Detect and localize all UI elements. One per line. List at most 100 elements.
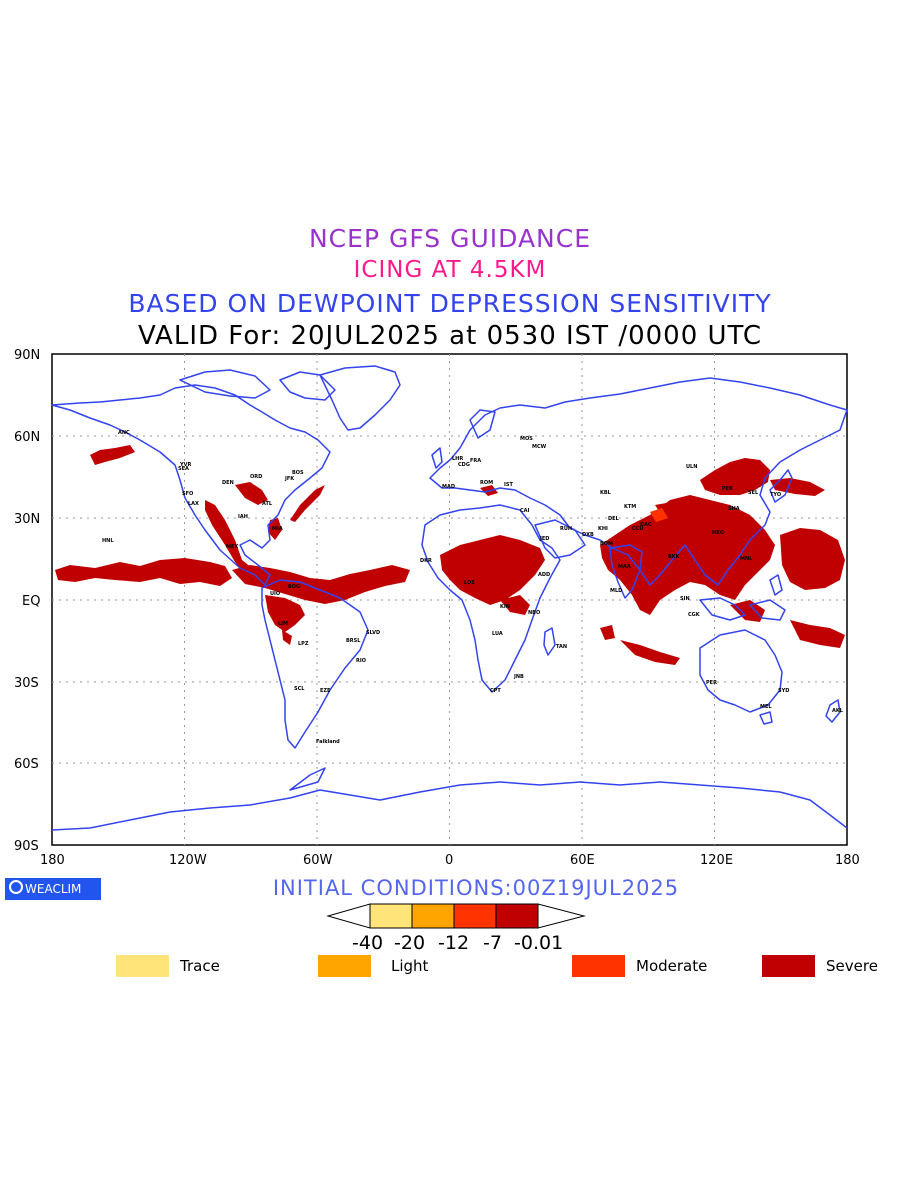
station-label: NBO: [528, 610, 540, 616]
icing-moderate-regions: [650, 508, 668, 522]
icing-map: 90N 60N 30N EQ 30S 60S 90S 180 120W 60W …: [14, 348, 860, 954]
title-line-1: NCEP GFS GUIDANCE: [308, 224, 591, 253]
colorbar-right-arrow: [537, 903, 586, 929]
lon-label-60w: 60W: [303, 853, 333, 868]
legend-label-severe: Severe: [826, 957, 878, 975]
colorbar-label-3: -12: [438, 932, 469, 954]
station-label: LHR: [452, 456, 463, 462]
station-label: CCU: [632, 526, 643, 532]
legend-label-light: Light: [391, 957, 429, 975]
title-line-3: BASED ON DEWPOINT DEPRESSION SENSITIVITY: [128, 289, 772, 318]
station-label: JFK: [284, 476, 295, 482]
lon-label-120e: 120E: [700, 853, 733, 868]
station-label: LOS: [464, 580, 475, 586]
legend-label-trace: Trace: [180, 957, 220, 975]
station-label: BOS: [292, 470, 304, 476]
station-label: MEL: [760, 704, 772, 710]
station-label: SFO: [182, 491, 193, 497]
weaclim-logo: WEACLIM: [5, 878, 101, 900]
station-label: LUA: [492, 631, 503, 637]
lon-label-180e: 180: [835, 853, 860, 868]
station-label: CGK: [688, 612, 701, 618]
station-label: DEL: [608, 516, 620, 522]
station-label: KIN: [500, 604, 510, 610]
station-label: PER: [706, 680, 717, 686]
legend-swatch-moderate: [572, 955, 625, 977]
station-label: KHI: [598, 526, 608, 532]
station-label: LIM: [278, 621, 288, 627]
legend-swatch-severe: [762, 955, 815, 977]
station-label: EZE: [320, 688, 331, 694]
lon-label-180w: 180: [40, 853, 65, 868]
colorbar-label-2: -20: [394, 932, 425, 954]
station-label: Falkland: [316, 739, 340, 745]
colorbar-label-4: -7: [483, 932, 502, 954]
station-label: TAN: [556, 644, 567, 650]
station-label: KBL: [600, 490, 612, 496]
station-label: ROM: [480, 480, 493, 486]
station-label: MLD: [610, 588, 622, 594]
station-label: ADD: [538, 572, 550, 578]
colorbar-box-light: [411, 903, 455, 929]
station-label: BOG: [288, 584, 300, 590]
station-label: SHA: [728, 506, 740, 512]
colorbar-box-severe: [495, 903, 539, 929]
legend-swatch-trace: [116, 955, 169, 977]
initial-conditions: INITIAL CONDITIONS:00Z19JUL2025: [272, 876, 680, 900]
station-label: UIO: [270, 591, 280, 597]
colorbar-left-arrow: [326, 903, 371, 929]
station-label: RIO: [356, 658, 366, 664]
station-label: ANC: [118, 430, 130, 436]
station-label: MEX: [226, 544, 238, 550]
station-label: SEL: [748, 490, 759, 496]
station-label: CDG: [458, 462, 470, 468]
station-label: FRA: [470, 458, 481, 464]
station-label: IAH: [238, 514, 248, 520]
station-label: SCL: [294, 686, 305, 692]
station-label: PEK: [722, 486, 734, 492]
station-label: JNB: [513, 674, 524, 680]
station-label: KTM: [624, 504, 636, 510]
station-label: RUH: [560, 526, 572, 532]
station-label: IST: [504, 482, 513, 488]
lat-label-60n: 60N: [14, 430, 40, 445]
station-label: YVR: [179, 462, 191, 468]
colorbar-label-1: -40: [352, 932, 383, 954]
station-label: MNL: [740, 556, 753, 562]
station-label: DKR: [420, 558, 432, 564]
legend-swatch-light: [318, 955, 371, 977]
station-label: CAI: [520, 508, 530, 514]
station-label: MIA: [272, 526, 283, 532]
station-label: JED: [539, 536, 549, 542]
station-label: MOS: [520, 436, 533, 442]
colorbar: -40 -20 -12 -7 -0.01: [326, 903, 586, 954]
station-label: DAC: [640, 522, 652, 528]
station-label: DXB: [582, 532, 594, 538]
lon-label-60e: 60E: [570, 853, 595, 868]
lon-label-0: 0: [445, 853, 453, 868]
station-label: ORD: [250, 474, 262, 480]
station-label: SLVD: [366, 630, 380, 636]
colorbar-box-moderate: [453, 903, 497, 929]
station-label: MCW: [532, 444, 547, 450]
station-label: ULN: [686, 464, 697, 470]
station-label: SIN: [680, 596, 690, 602]
lon-label-120w: 120W: [169, 853, 207, 868]
icing-severe-regions: [55, 445, 845, 665]
station-label: LAX: [188, 501, 199, 507]
station-label: DEN: [222, 480, 234, 486]
lat-label-eq: EQ: [22, 594, 40, 609]
station-label: ATL: [262, 501, 273, 507]
logo-text: WEACLIM: [25, 882, 82, 896]
station-label: BKK: [668, 554, 681, 560]
colorbar-label-5: -0.01: [514, 932, 563, 954]
station-label: CPT: [490, 688, 501, 694]
station-label: SYD: [778, 688, 789, 694]
station-label: BRSL: [346, 638, 361, 644]
station-label: HKG: [712, 530, 724, 536]
title-line-4: VALID For: 20JUL2025 at 0530 IST /0000 U…: [137, 321, 763, 351]
station-label: MAD: [442, 484, 455, 490]
station-label: BOM: [600, 541, 613, 547]
lat-label-90n: 90N: [14, 348, 40, 363]
